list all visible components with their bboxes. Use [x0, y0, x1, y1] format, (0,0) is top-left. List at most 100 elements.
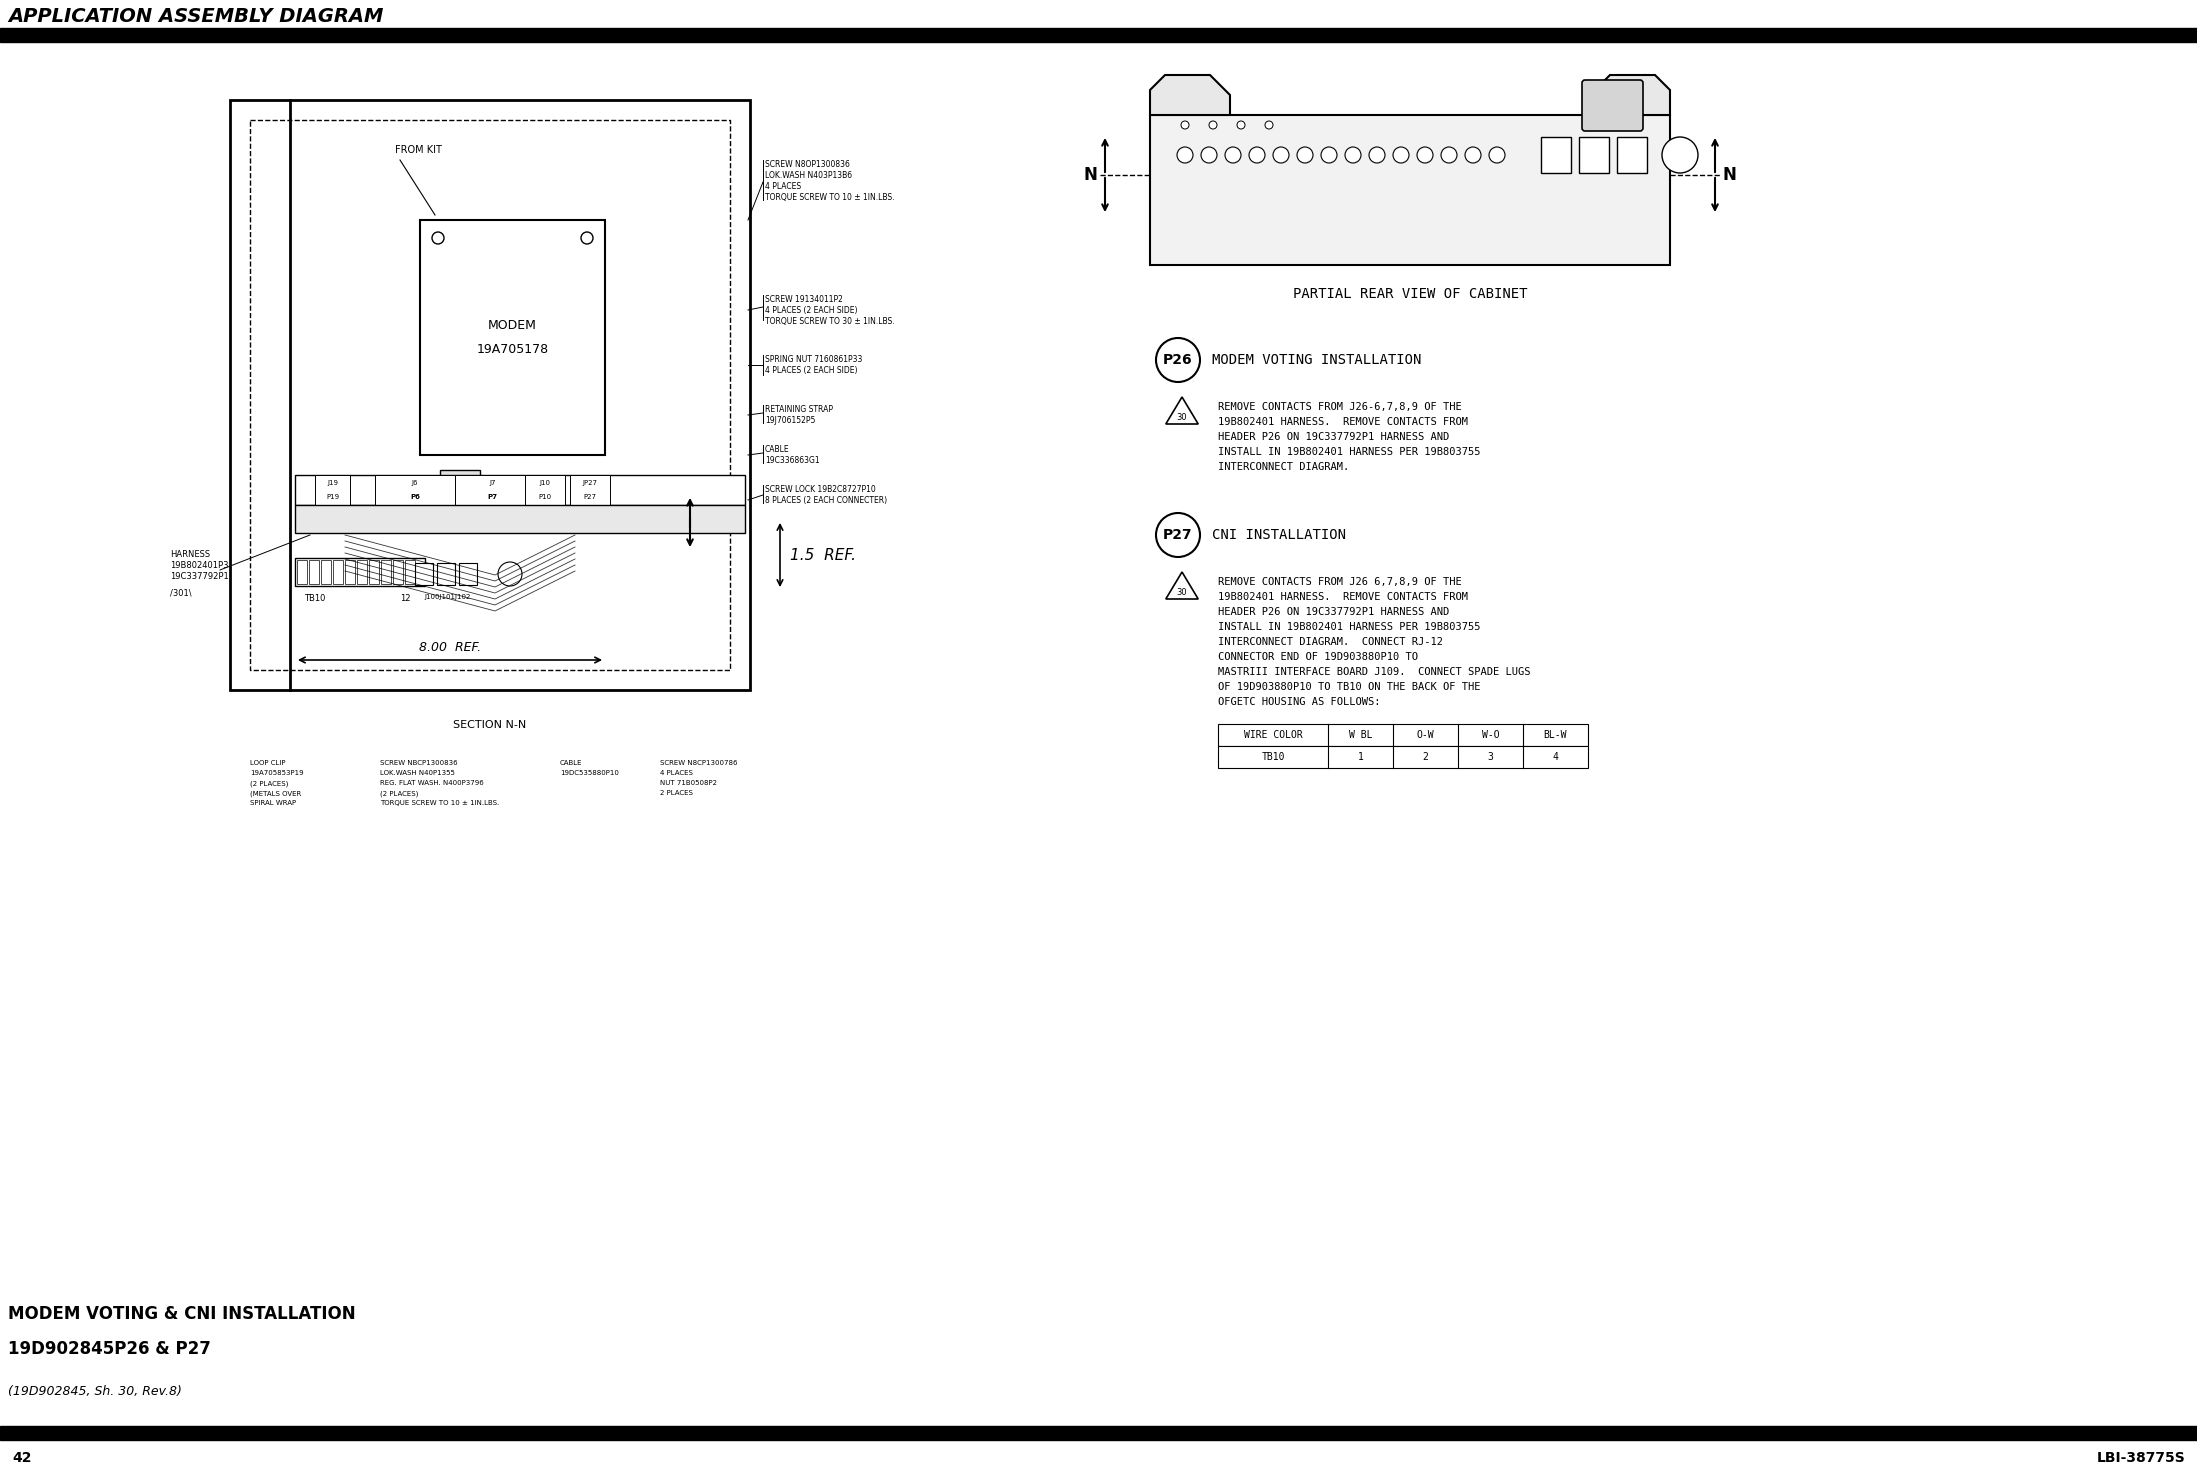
- Text: REMOVE CONTACTS FROM J26 6,7,8,9 OF THE: REMOVE CONTACTS FROM J26 6,7,8,9 OF THE: [1217, 577, 1461, 588]
- Text: 8.00  REF.: 8.00 REF.: [420, 640, 481, 654]
- Bar: [380, 560, 391, 585]
- Bar: [334, 560, 343, 585]
- Bar: [393, 560, 402, 585]
- Bar: [439, 470, 479, 524]
- Bar: [569, 474, 611, 505]
- Bar: [415, 563, 433, 585]
- Text: CNI INSTALLATION: CNI INSTALLATION: [1213, 527, 1347, 542]
- Circle shape: [1265, 120, 1272, 129]
- Text: 4 PLACES (2 EACH SIDE): 4 PLACES (2 EACH SIDE): [765, 306, 857, 314]
- Text: 3: 3: [1487, 752, 1494, 762]
- Bar: [1217, 746, 1588, 768]
- Text: J10: J10: [540, 480, 551, 486]
- Bar: [455, 474, 529, 505]
- Bar: [310, 560, 319, 585]
- Text: O-W: O-W: [1417, 730, 1435, 740]
- Circle shape: [1345, 147, 1360, 163]
- Circle shape: [1296, 147, 1314, 163]
- Bar: [437, 563, 455, 585]
- Circle shape: [1465, 147, 1481, 163]
- Text: TORQUE SCREW TO 30 ± 1IN.LBS.: TORQUE SCREW TO 30 ± 1IN.LBS.: [765, 317, 894, 326]
- Circle shape: [1182, 120, 1189, 129]
- Text: P27: P27: [584, 494, 598, 499]
- Text: (19D902845, Sh. 30, Rev.8): (19D902845, Sh. 30, Rev.8): [9, 1385, 182, 1398]
- Text: LOK.WASH N40P1355: LOK.WASH N40P1355: [380, 770, 455, 776]
- Bar: [231, 100, 749, 690]
- Circle shape: [1156, 338, 1200, 382]
- Text: APPLICATION ASSEMBLY DIAGRAM: APPLICATION ASSEMBLY DIAGRAM: [9, 6, 382, 25]
- Text: 1: 1: [1358, 752, 1364, 762]
- Text: 19DC535880P10: 19DC535880P10: [560, 770, 620, 776]
- Circle shape: [499, 563, 523, 586]
- Text: /301\: /301\: [169, 588, 191, 596]
- Text: MASTRIII INTERFACE BOARD J109.  CONNECT SPADE LUGS: MASTRIII INTERFACE BOARD J109. CONNECT S…: [1217, 667, 1531, 677]
- Text: 19B802401P3: 19B802401P3: [169, 561, 228, 570]
- Bar: [1540, 137, 1571, 173]
- Text: SCREW 19134011P2: SCREW 19134011P2: [765, 295, 844, 304]
- Bar: [1149, 115, 1670, 264]
- Text: 30: 30: [1178, 588, 1186, 596]
- Text: P27: P27: [1162, 527, 1193, 542]
- Text: (2 PLACES): (2 PLACES): [380, 790, 417, 796]
- Bar: [420, 220, 604, 455]
- Bar: [321, 560, 332, 585]
- Text: 19C336863G1: 19C336863G1: [765, 455, 819, 466]
- Text: 12: 12: [400, 593, 411, 602]
- Text: 30: 30: [1178, 413, 1186, 422]
- Text: LOK.WASH N403P13B6: LOK.WASH N403P13B6: [765, 170, 852, 181]
- Text: REG. FLAT WASH. N400P3796: REG. FLAT WASH. N400P3796: [380, 780, 483, 786]
- Text: TB10: TB10: [1261, 752, 1285, 762]
- Text: CABLE: CABLE: [765, 445, 789, 454]
- Bar: [0, 28, 2197, 43]
- Text: SPRING NUT 7160861P33: SPRING NUT 7160861P33: [765, 355, 863, 364]
- Text: 2 PLACES: 2 PLACES: [659, 790, 692, 796]
- Text: 19C337792P1: 19C337792P1: [169, 571, 228, 582]
- Bar: [525, 474, 565, 505]
- Text: NUT 71B0508P2: NUT 71B0508P2: [659, 780, 716, 786]
- Text: 19J706152P5: 19J706152P5: [765, 416, 815, 425]
- Text: J100J101J102: J100J101J102: [424, 593, 470, 599]
- Text: SCREW LOCK 19B2C8727P10: SCREW LOCK 19B2C8727P10: [765, 485, 877, 494]
- Text: 19A705853P19: 19A705853P19: [250, 770, 303, 776]
- Text: 4: 4: [1553, 752, 1558, 762]
- Text: J7: J7: [490, 480, 497, 486]
- Text: 19A705178: 19A705178: [477, 342, 549, 355]
- Bar: [1617, 137, 1648, 173]
- Text: JP27: JP27: [582, 480, 598, 486]
- Text: N: N: [1083, 166, 1096, 184]
- Text: P26: P26: [1162, 353, 1193, 367]
- Bar: [294, 505, 745, 533]
- Text: SPIRAL WRAP: SPIRAL WRAP: [250, 801, 297, 806]
- Text: 42: 42: [11, 1451, 31, 1465]
- Circle shape: [1178, 147, 1193, 163]
- Polygon shape: [1167, 397, 1197, 425]
- Text: FROM KIT: FROM KIT: [395, 145, 442, 156]
- Text: TORQUE SCREW TO 10 ± 1IN.LBS.: TORQUE SCREW TO 10 ± 1IN.LBS.: [765, 192, 894, 203]
- Text: 19D902845P26 & P27: 19D902845P26 & P27: [9, 1340, 211, 1357]
- Circle shape: [1226, 147, 1241, 163]
- Polygon shape: [1149, 75, 1230, 115]
- Bar: [294, 474, 745, 505]
- Text: OFGETC HOUSING AS FOLLOWS:: OFGETC HOUSING AS FOLLOWS:: [1217, 696, 1380, 707]
- Bar: [459, 563, 477, 585]
- Text: 4 PLACES: 4 PLACES: [765, 182, 802, 191]
- Text: W-O: W-O: [1481, 730, 1498, 740]
- Text: SCREW NBCP1300836: SCREW NBCP1300836: [380, 759, 457, 765]
- Circle shape: [580, 232, 593, 244]
- Text: SCREW N8CP1300786: SCREW N8CP1300786: [659, 759, 738, 765]
- Text: REMOVE CONTACTS FROM J26-6,7,8,9 OF THE: REMOVE CONTACTS FROM J26-6,7,8,9 OF THE: [1217, 403, 1461, 411]
- Circle shape: [1441, 147, 1457, 163]
- Text: LOOP CLIP: LOOP CLIP: [250, 759, 286, 765]
- Circle shape: [1661, 137, 1698, 173]
- Text: 4 PLACES: 4 PLACES: [659, 770, 692, 776]
- Text: TB10: TB10: [305, 593, 325, 602]
- Bar: [345, 560, 356, 585]
- Text: MODEM VOTING INSTALLATION: MODEM VOTING INSTALLATION: [1213, 353, 1421, 367]
- Text: P6: P6: [411, 494, 420, 499]
- Circle shape: [1490, 147, 1505, 163]
- Circle shape: [433, 232, 444, 244]
- Text: TORQUE SCREW TO 10 ± 1IN.LBS.: TORQUE SCREW TO 10 ± 1IN.LBS.: [380, 801, 499, 806]
- Circle shape: [1202, 147, 1217, 163]
- Text: HARNESS: HARNESS: [169, 549, 211, 560]
- Polygon shape: [1591, 75, 1670, 115]
